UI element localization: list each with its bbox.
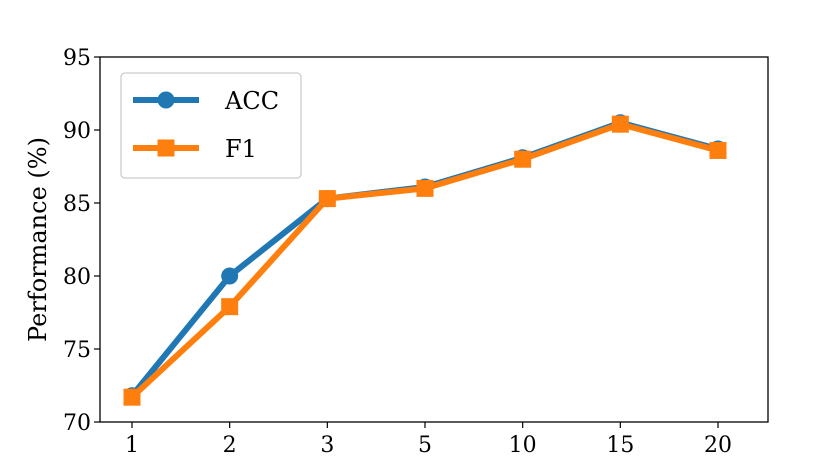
data-point-f1 [416,179,434,197]
x-tick-label: 1 [125,433,139,458]
x-tick-label: 15 [606,433,634,458]
x-tick-label: 3 [320,433,334,458]
x-tick-label: 2 [223,433,237,458]
legend-label: F1 [225,135,257,163]
legend: ACC F1 [120,72,302,179]
y-tick-label: 70 [63,411,91,436]
y-axis-label: Performance (%) [24,137,52,342]
legend-item-f1: F1 [133,135,257,163]
plot-area-frame [99,56,769,423]
y-tick-label: 95 [63,46,91,71]
data-point-acc [221,267,239,285]
legend-item-acc: ACC [133,87,279,115]
series-f1 [123,115,727,406]
data-point-f1 [221,298,239,316]
legend-label: ACC [224,87,279,115]
y-tick-label: 90 [63,119,91,144]
legend-swatch-marker [157,91,175,109]
series-layer [123,114,727,406]
data-point-f1 [709,141,727,159]
x-axis-ticks: 1 2 3 5 10 15 20 [125,422,732,458]
data-point-f1 [514,150,532,168]
x-tick-label: 20 [704,433,732,458]
y-tick-label: 85 [63,192,91,217]
y-tick-label: 75 [63,338,91,363]
data-point-f1 [318,190,336,208]
y-axis-ticks: 70 75 80 85 90 95 [63,46,100,436]
legend-swatch-marker [157,139,175,157]
data-point-f1 [611,115,629,133]
data-point-f1 [123,388,141,406]
x-tick-label: 5 [418,433,432,458]
y-tick-label: 80 [63,265,91,290]
x-tick-label: 10 [509,433,537,458]
